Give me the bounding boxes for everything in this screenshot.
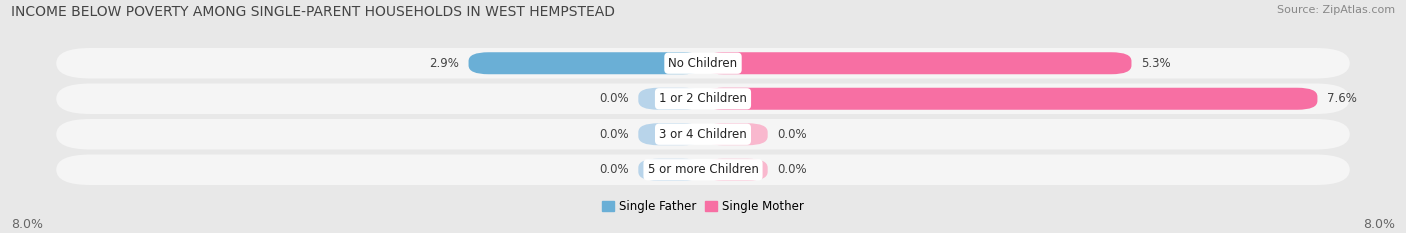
Text: 8.0%: 8.0% [1362, 218, 1395, 231]
FancyBboxPatch shape [56, 119, 1350, 150]
Text: 0.0%: 0.0% [599, 92, 628, 105]
FancyBboxPatch shape [703, 52, 1132, 74]
Text: 0.0%: 0.0% [599, 128, 628, 141]
Text: 8.0%: 8.0% [11, 218, 44, 231]
FancyBboxPatch shape [56, 48, 1350, 79]
FancyBboxPatch shape [56, 154, 1350, 185]
FancyBboxPatch shape [638, 123, 703, 145]
FancyBboxPatch shape [56, 83, 1350, 114]
Text: No Children: No Children [668, 57, 738, 70]
FancyBboxPatch shape [703, 123, 768, 145]
Legend: Single Father, Single Mother: Single Father, Single Mother [598, 195, 808, 218]
FancyBboxPatch shape [468, 52, 703, 74]
Text: 0.0%: 0.0% [599, 163, 628, 176]
Text: 1 or 2 Children: 1 or 2 Children [659, 92, 747, 105]
Text: 3 or 4 Children: 3 or 4 Children [659, 128, 747, 141]
FancyBboxPatch shape [638, 159, 703, 181]
Text: 2.9%: 2.9% [429, 57, 458, 70]
Text: INCOME BELOW POVERTY AMONG SINGLE-PARENT HOUSEHOLDS IN WEST HEMPSTEAD: INCOME BELOW POVERTY AMONG SINGLE-PARENT… [11, 5, 616, 19]
FancyBboxPatch shape [703, 159, 768, 181]
FancyBboxPatch shape [703, 88, 1317, 110]
Text: 5 or more Children: 5 or more Children [648, 163, 758, 176]
Text: Source: ZipAtlas.com: Source: ZipAtlas.com [1277, 5, 1395, 15]
Text: 7.6%: 7.6% [1327, 92, 1357, 105]
FancyBboxPatch shape [638, 88, 703, 110]
Text: 0.0%: 0.0% [778, 163, 807, 176]
Text: 0.0%: 0.0% [778, 128, 807, 141]
Text: 5.3%: 5.3% [1142, 57, 1171, 70]
